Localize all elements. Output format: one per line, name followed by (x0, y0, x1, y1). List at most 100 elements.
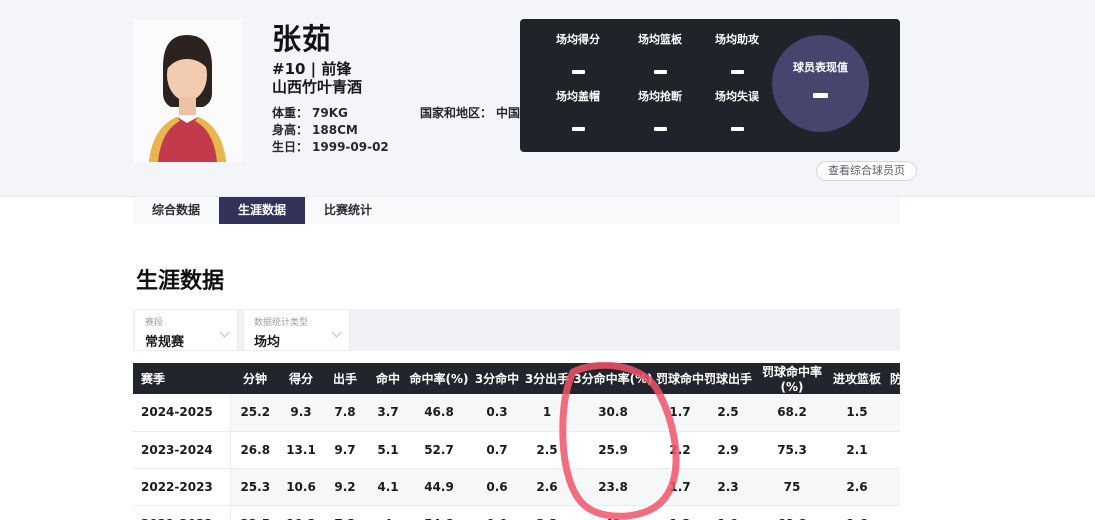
country-value: 中国 (496, 106, 521, 120)
stat-cell: 2.3 (704, 468, 752, 505)
stat-cell: 0.6 (470, 468, 524, 505)
col-points: 得分 (280, 363, 322, 394)
col-3p-pct: 3分命中率(%) (570, 363, 656, 394)
stat-avg-blocks: 场均盖帽 (538, 88, 618, 131)
stat-cell: 44.9 (408, 468, 470, 505)
filter-bar: 赛段 常规赛 数据统计类型 场均 (133, 309, 900, 351)
stat-type-label: 数据统计类型 (254, 318, 309, 328)
stat-cell: 7.2 (322, 505, 368, 520)
col-ftm: 罚球命中 (656, 363, 704, 394)
stat-cell: 10.6 (280, 468, 322, 505)
stat-cell: 4.1 (368, 468, 408, 505)
player-weight: 体重： 79KG (272, 104, 348, 121)
col-fta: 罚球出手 (704, 363, 752, 394)
stat-cell: 1.6 (832, 505, 882, 520)
player-country: 国家和地区： 中国 (420, 104, 520, 121)
stat-cell: 2.2 (669, 442, 691, 457)
col-minutes: 分钟 (230, 363, 280, 394)
birthday-label: 生日： (272, 140, 309, 154)
stat-type-value: 场均 (254, 335, 281, 350)
stat-cell: 1.3 (656, 505, 704, 520)
stat-empty-dash (730, 70, 744, 74)
stat-avg-points: 场均得分 (538, 31, 618, 74)
season-cell: 2023-2024 (133, 431, 231, 468)
stat-cell: 9.7 (334, 442, 356, 457)
stat-cell: 2.2 (524, 505, 570, 520)
col-fga: 出手 (322, 363, 368, 394)
col-dreb: 防守篮板 (882, 363, 900, 394)
stat-type-select[interactable]: 数据统计类型 场均 (243, 309, 350, 351)
col-fg-pct: 命中率(%) (408, 363, 470, 394)
tab-overview[interactable]: 综合数据 (151, 203, 200, 217)
season-cell: 2021-2022 (133, 505, 231, 520)
stat-avg-rebounds: 场均篮板 (620, 31, 700, 74)
col-3pm: 3分命中 (470, 363, 524, 394)
stat-cell: 52.7 (424, 442, 454, 457)
stat-cell: 9.3 (280, 394, 322, 431)
page-title: 生涯数据 (136, 269, 225, 294)
stat-cell: 0.7 (486, 442, 508, 457)
performance-empty-dash (813, 93, 828, 98)
stat-label: 场均篮板 (638, 33, 682, 46)
stat-cell: 2.9 (717, 442, 739, 457)
stat-cell: 5.1 (377, 442, 399, 457)
stat-cell-3p-pct: 25.9 (598, 442, 628, 457)
stat-cell-3p-pct: 23.8 (570, 468, 656, 505)
table-row: 2023-2024 26.8 13.1 9.7 5.1 52.7 0.7 2.5… (133, 431, 900, 468)
table-row: 2024-2025 25.2 9.3 7.8 3.7 46.8 0.3 1 30… (133, 394, 900, 431)
stat-empty-dash (571, 70, 585, 74)
performance-label: 球员表现值 (793, 61, 848, 74)
stat-cell: 25.2 (230, 394, 280, 431)
stat-cell: 68.2 (752, 394, 832, 431)
season-stage-label: 赛段 (145, 318, 164, 328)
season-stage-select[interactable]: 赛段 常规赛 (134, 309, 238, 351)
birthday-value: 1999-09-02 (312, 140, 389, 154)
stat-empty-dash (571, 127, 585, 131)
season-cell: 2022-2023 (133, 468, 231, 505)
stat-cell (882, 431, 900, 468)
career-table-container[interactable]: 赛季 分钟 得分 出手 命中 命中率(%) 3分命中 3分出手 3分命中率(%)… (133, 363, 900, 520)
stat-label: 场均失误 (715, 90, 759, 103)
stat-cell: 75 (752, 468, 832, 505)
player-photo (133, 19, 242, 162)
col-oreb: 进攻篮板 (832, 363, 882, 394)
stat-empty-dash (653, 70, 667, 74)
player-birthday: 生日： 1999-09-02 (272, 138, 389, 155)
stat-cell: 46.8 (408, 394, 470, 431)
stat-cell: 75.3 (777, 442, 807, 457)
stat-cell (882, 468, 900, 505)
col-fgm: 命中 (368, 363, 408, 394)
table-row: 2022-2023 25.3 10.6 9.2 4.1 44.9 0.6 2.6… (133, 468, 900, 505)
tab-career-data[interactable]: 生涯数据 (219, 197, 305, 224)
player-height: 身高： 188CM (272, 121, 358, 138)
stat-cell: 7.8 (322, 394, 368, 431)
stat-empty-dash (653, 127, 667, 131)
tab-game-stats[interactable]: 比赛统计 (323, 203, 372, 217)
player-name: 张茹 (272, 22, 333, 56)
stat-cell: 0.0 (470, 505, 524, 520)
stat-label: 场均抢断 (638, 90, 682, 103)
player-portrait-graphic (133, 19, 242, 162)
stat-cell: 3.7 (368, 394, 408, 431)
view-profile-button[interactable]: 查看综合球员页 (816, 161, 917, 181)
height-label: 身高： (272, 123, 309, 137)
col-season: 赛季 (133, 363, 230, 394)
stat-avg-turnovers: 场均失误 (697, 88, 777, 131)
table-row: 2021-2022 22.5 10.2 7.2 4 54.8 0.0 2.2 4… (133, 505, 900, 520)
stat-cell: 25.3 (230, 468, 280, 505)
col-ft-pct: 罚球命中率(%) (752, 363, 832, 394)
performance-value-circle: 球员表现值 (772, 35, 869, 132)
weight-value: 79KG (312, 106, 348, 120)
country-label: 国家和地区： (420, 106, 493, 120)
player-number-position: #10 | 前锋 (272, 60, 352, 78)
col-3pa: 3分出手 (524, 363, 570, 394)
player-team: 山西竹叶青酒 (272, 78, 363, 96)
stat-cell: 2.5 (536, 442, 558, 457)
stats-panel: 场均得分 场均篮板 场均助攻 场均盖帽 场均抢断 场均失误 球员表现值 (520, 19, 900, 152)
stat-avg-assists: 场均助攻 (697, 31, 777, 74)
stat-cell (882, 505, 900, 520)
tab-bar: 综合数据 生涯数据 比赛统计 (133, 197, 900, 224)
stat-cell: 2.1 (846, 442, 868, 457)
stat-cell: 22.5 (230, 505, 280, 520)
season-stage-value: 常规赛 (145, 335, 185, 350)
